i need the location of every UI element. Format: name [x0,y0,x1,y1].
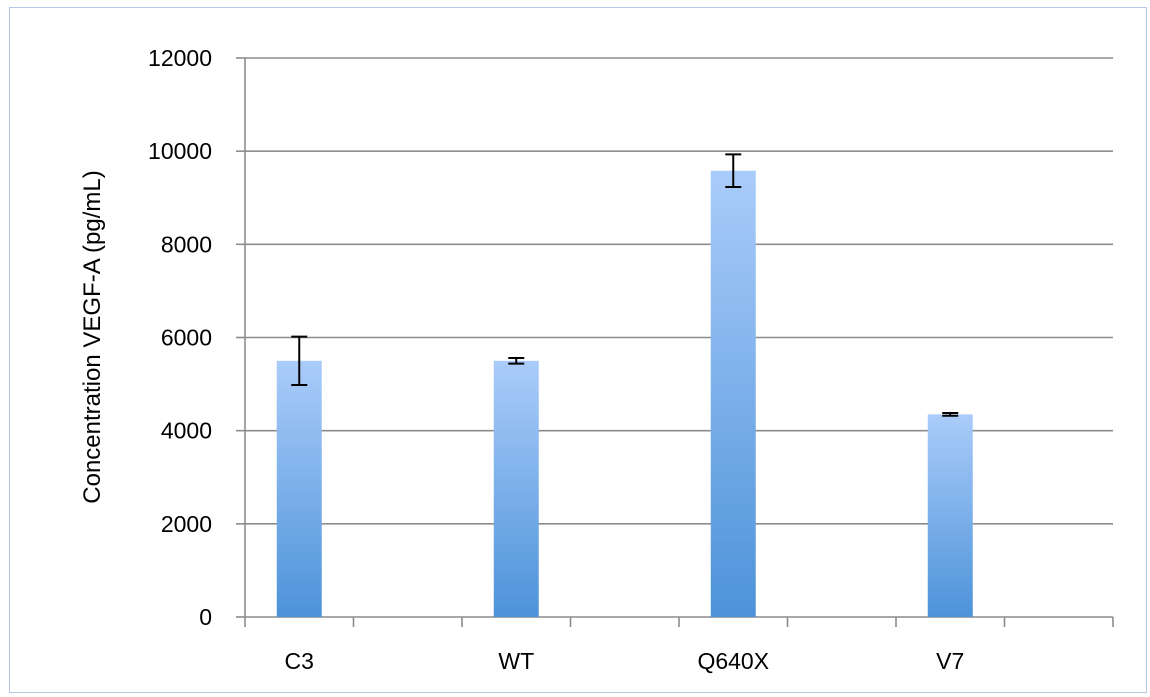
bar-c3 [276,360,322,617]
x-category-label: C3 [285,648,314,674]
y-tick-label: 4000 [161,418,212,444]
x-category-label: Q640X [697,648,769,674]
bar-q640x [710,170,756,617]
y-tick-label: 10000 [148,138,212,164]
y-tick-label: 8000 [161,231,212,257]
bar-v7 [927,414,973,617]
y-tick-label: 6000 [161,325,212,351]
gridlines [245,57,1113,525]
y-tick-label: 0 [199,604,212,630]
error-bars [291,153,959,417]
bar-wt [493,360,539,617]
y-tick-label: 12000 [148,45,212,71]
x-category-label: V7 [936,648,964,674]
y-axis-title: Concentration VEGF-A (pg/mL) [79,170,106,503]
y-tick-label: 2000 [161,511,212,537]
axes [236,57,1114,627]
tick-labels: 0 2000 4000 6000 8000 10000 12000 C3 WT Q640X V7 [148,45,964,674]
bars [276,170,973,617]
x-category-label: WT [498,648,534,674]
